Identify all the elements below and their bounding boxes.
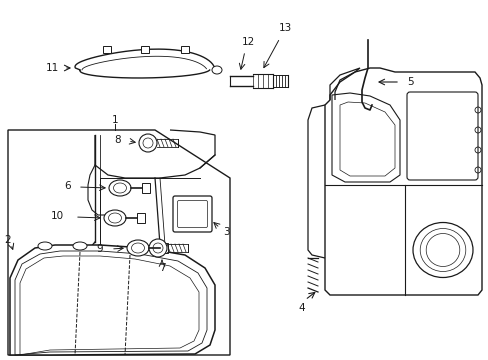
Polygon shape: [75, 49, 214, 78]
Text: 6: 6: [64, 181, 71, 191]
Text: 7: 7: [159, 263, 165, 273]
Text: 11: 11: [45, 63, 59, 73]
Circle shape: [139, 134, 157, 152]
Ellipse shape: [73, 242, 87, 250]
Polygon shape: [10, 245, 215, 355]
Text: 2: 2: [5, 235, 11, 245]
Ellipse shape: [212, 66, 222, 74]
Ellipse shape: [38, 242, 52, 250]
Text: 3: 3: [222, 227, 229, 237]
Circle shape: [149, 239, 167, 257]
Text: 13: 13: [278, 23, 291, 33]
FancyBboxPatch shape: [173, 196, 212, 232]
Ellipse shape: [104, 210, 126, 226]
Text: 12: 12: [241, 37, 254, 47]
Ellipse shape: [127, 240, 149, 256]
Text: 4: 4: [298, 303, 305, 313]
Ellipse shape: [109, 180, 131, 196]
Bar: [137, 213, 145, 223]
Bar: [160, 243, 168, 253]
Text: 5: 5: [406, 77, 412, 87]
Text: 9: 9: [97, 244, 103, 254]
Bar: [142, 183, 150, 193]
Text: 1: 1: [111, 115, 118, 125]
Bar: [141, 46, 149, 53]
Bar: [103, 46, 111, 53]
Text: 10: 10: [50, 211, 63, 221]
Text: 8: 8: [115, 135, 121, 145]
Bar: [181, 46, 189, 53]
